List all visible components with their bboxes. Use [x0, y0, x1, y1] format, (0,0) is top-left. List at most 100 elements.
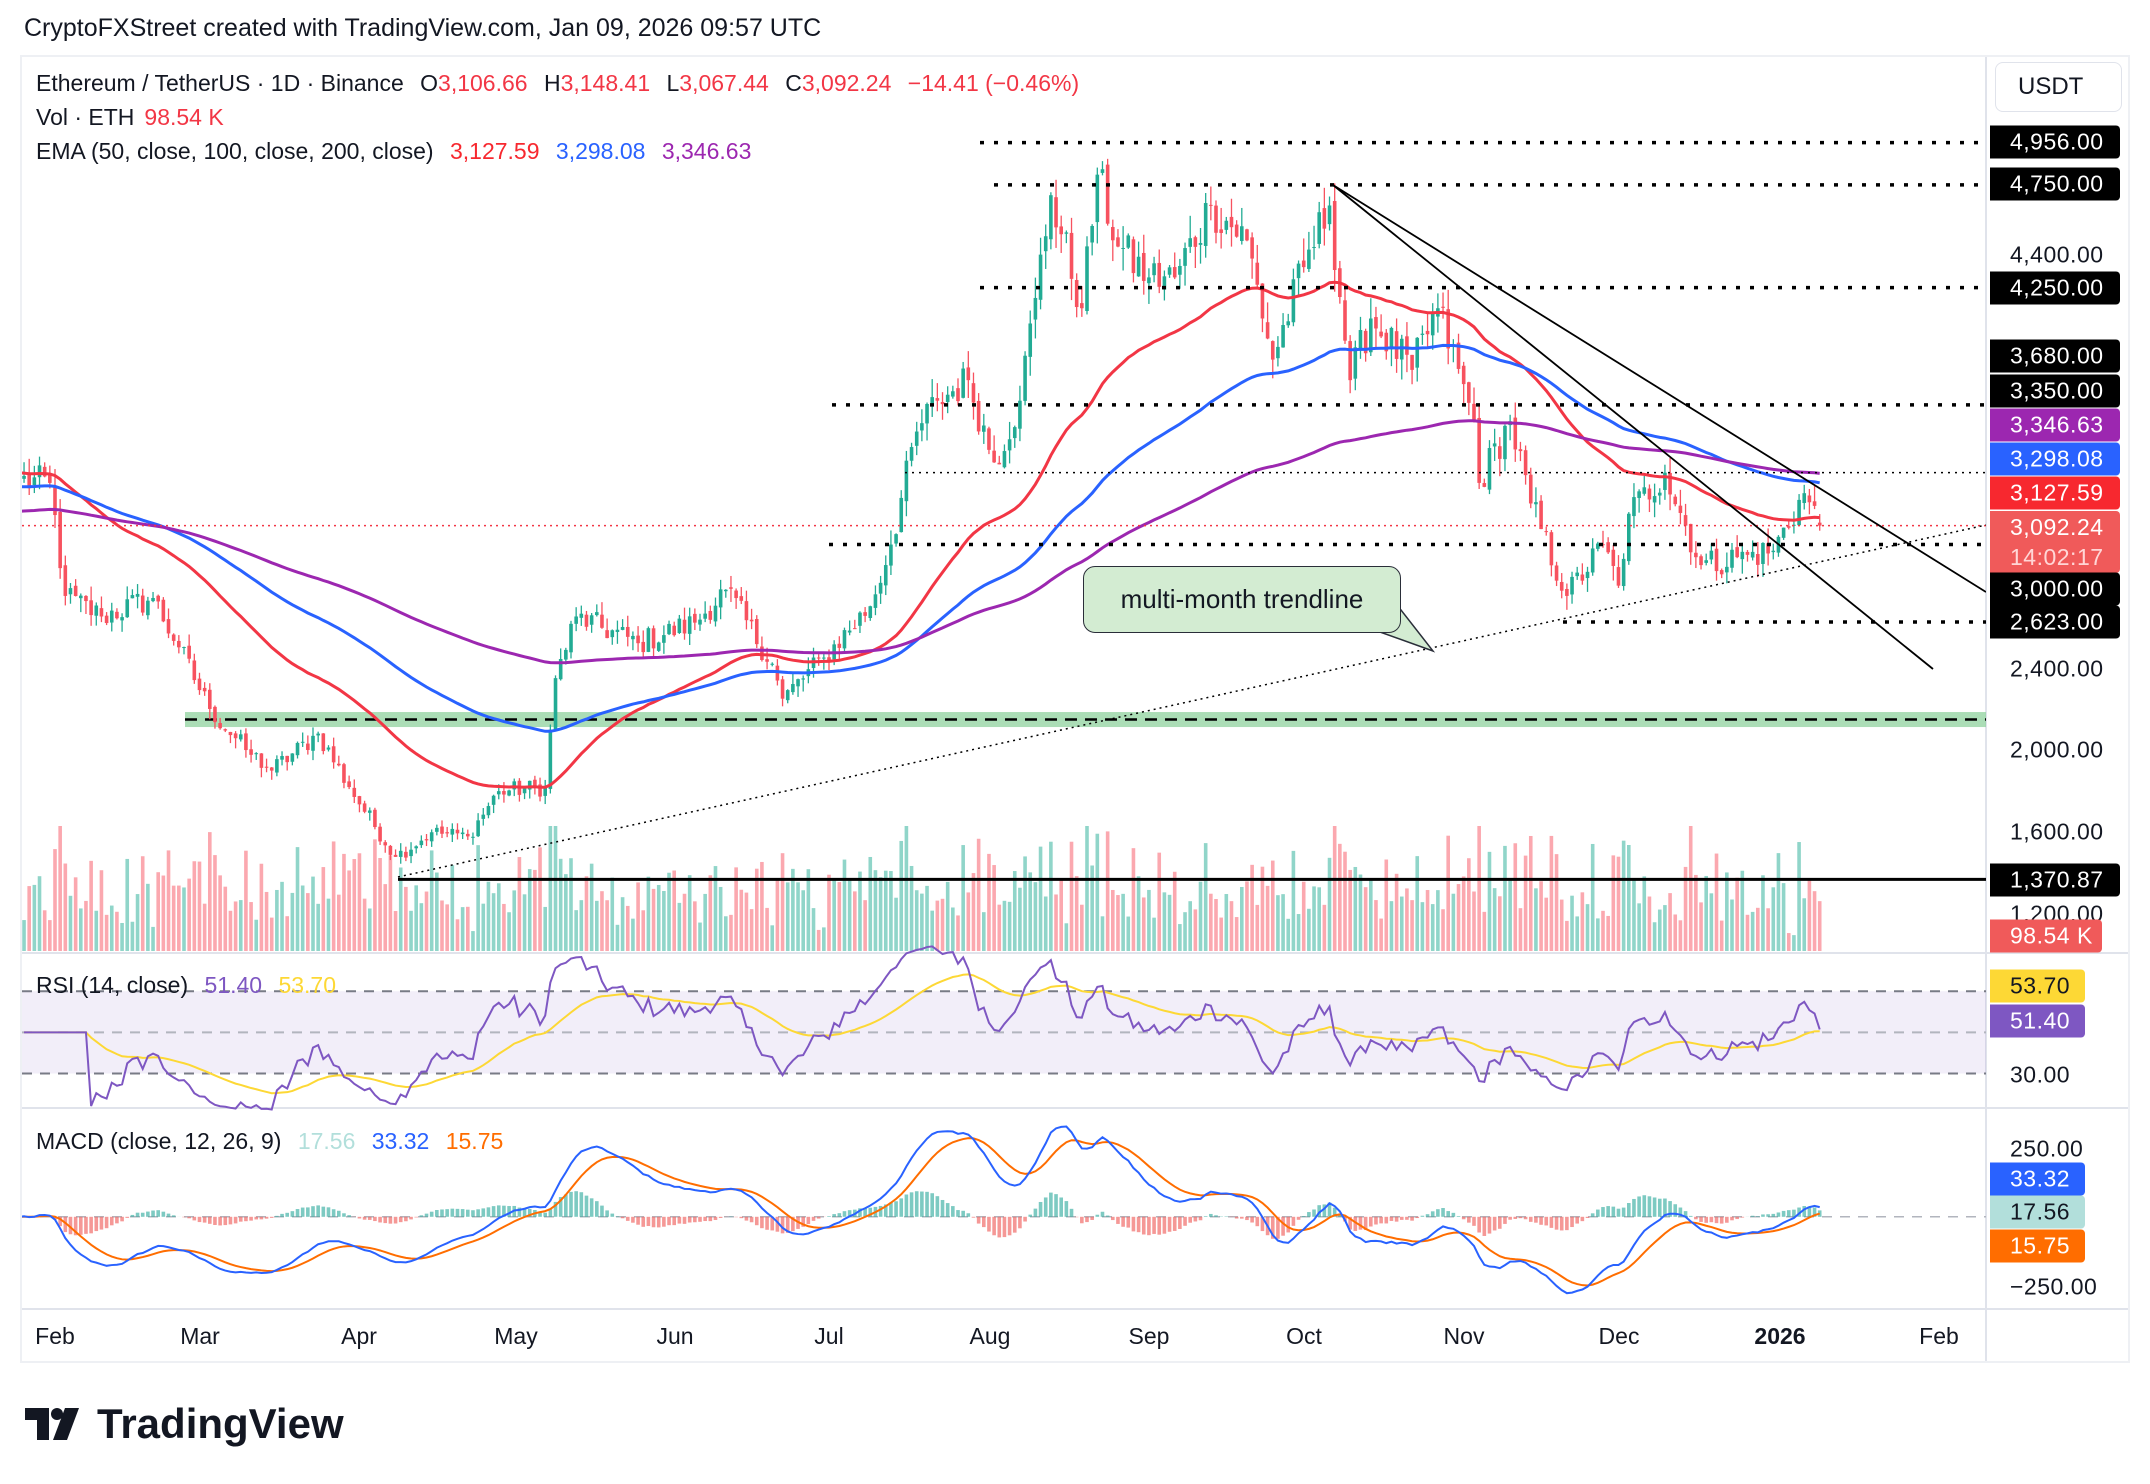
level-label: 1,370.87: [1990, 863, 2120, 897]
macd-histogram-bar: [1420, 1215, 1425, 1217]
macd-histogram-bar: [1590, 1213, 1595, 1217]
volume-bar: [357, 853, 362, 951]
macd-histogram-bar: [429, 1211, 434, 1217]
candle-body: [197, 678, 202, 691]
macd-histogram-bar: [1255, 1216, 1260, 1227]
candle-body: [610, 630, 615, 638]
macd-histogram-bar: [1193, 1216, 1198, 1222]
candle-body: [1384, 332, 1389, 352]
candle-body: [589, 615, 594, 625]
candle-body: [935, 398, 940, 401]
volume-bar: [1663, 905, 1667, 951]
time-tick: Jun: [656, 1323, 694, 1349]
volume-bar: [228, 910, 233, 951]
macd-histogram-bar: [713, 1216, 718, 1221]
symbol-title[interactable]: Ethereum / TetherUS · 1D · Binance: [36, 70, 404, 96]
macd-histogram-bar: [455, 1208, 460, 1217]
volume-bar: [1719, 920, 1724, 951]
macd-histogram-bar: [889, 1202, 893, 1217]
volume-bar: [1028, 872, 1033, 951]
volume-bar: [414, 885, 418, 951]
volume-bar: [651, 888, 656, 951]
macd-histogram-bar: [1812, 1207, 1817, 1217]
volume-bar: [1714, 853, 1719, 951]
candle-body: [1059, 226, 1063, 235]
volume-bar: [1327, 857, 1332, 951]
macd-histogram-bar: [765, 1216, 769, 1230]
volume-bar: [264, 891, 269, 951]
macd-histogram-bar: [1750, 1215, 1755, 1217]
candle-body: [502, 791, 506, 795]
candle-body: [883, 565, 888, 586]
candle-body: [440, 826, 444, 834]
macd-label[interactable]: MACD (close, 12, 26, 9): [36, 1128, 282, 1154]
trendline-callout[interactable]: multi-month trendline: [1083, 566, 1401, 633]
macd-histogram-bar: [961, 1210, 965, 1217]
macd-histogram-bar: [424, 1213, 429, 1217]
macd-histogram-bar: [269, 1216, 274, 1218]
currency-button[interactable]: USDT: [1995, 62, 2122, 112]
volume-bar: [925, 885, 929, 951]
macd-histogram-bar: [471, 1210, 475, 1217]
macd-histogram-bar: [899, 1198, 904, 1217]
macd-histogram-bar: [1425, 1214, 1430, 1217]
macd-histogram-bar: [1064, 1201, 1069, 1217]
candle-body: [73, 585, 78, 597]
volume-bar: [1436, 890, 1440, 951]
volume-bar: [770, 925, 775, 951]
volume-bar: [1745, 914, 1750, 951]
volume-bar: [987, 853, 991, 951]
volume-bar: [429, 850, 434, 951]
macd-histogram-bar: [832, 1214, 836, 1217]
candle-body: [543, 787, 547, 796]
time-tick: Apr: [341, 1323, 377, 1349]
tradingview-logo[interactable]: TradingView: [25, 1400, 344, 1448]
macd-histogram-bar: [99, 1216, 104, 1230]
macd-histogram-bar: [935, 1196, 940, 1217]
candle-body: [1477, 417, 1481, 483]
candle-body: [641, 641, 646, 653]
candle-body: [27, 474, 31, 489]
macd-histogram-bar: [827, 1216, 831, 1217]
macd-histogram-bar: [1384, 1216, 1389, 1224]
macd-histogram-bar: [1353, 1216, 1358, 1231]
macd-histogram-bar: [1673, 1204, 1678, 1217]
volume-label[interactable]: Vol · ETH: [36, 104, 135, 130]
candle-body: [94, 605, 99, 616]
volume-bar: [1291, 850, 1296, 951]
rsi-label[interactable]: RSI (14, close): [36, 972, 189, 998]
macd-histogram-bar: [610, 1213, 615, 1217]
macd-histogram-bar: [1498, 1216, 1502, 1229]
candle-body: [1105, 164, 1110, 224]
macd-histogram-bar: [1771, 1213, 1776, 1217]
macd-histogram-bar: [244, 1216, 248, 1222]
level-label: 3,350.00: [1990, 374, 2120, 408]
macd-histogram-bar: [620, 1216, 625, 1219]
volume-bar: [1580, 892, 1585, 951]
volume-bar: [693, 901, 697, 951]
macd-histogram-bar: [1559, 1216, 1564, 1231]
candle-body: [1136, 256, 1141, 277]
candle-body: [1807, 495, 1812, 503]
volume-bar: [982, 912, 986, 951]
candle-body: [1719, 570, 1724, 575]
candle-body: [1518, 449, 1523, 452]
volume-bar: [1498, 896, 1502, 951]
macd-histogram-bar: [1601, 1207, 1605, 1217]
volume-bar: [600, 891, 604, 951]
candle-body: [223, 729, 228, 731]
volume-bar: [171, 885, 176, 951]
macd-histogram-bar: [1761, 1214, 1765, 1217]
volume-bar: [89, 860, 93, 951]
candle-body: [218, 723, 222, 729]
macd-histogram-bar: [476, 1209, 480, 1217]
volume-bar: [1296, 914, 1301, 951]
candle-body: [744, 601, 749, 621]
candle-body: [1632, 497, 1636, 517]
macd-histogram-bar: [1358, 1216, 1363, 1230]
candle-body: [264, 766, 269, 768]
ema-label[interactable]: EMA (50, close, 100, close, 200, close): [36, 138, 434, 164]
macd-histogram-bar: [321, 1206, 326, 1217]
macd-histogram-bar: [1095, 1214, 1100, 1217]
